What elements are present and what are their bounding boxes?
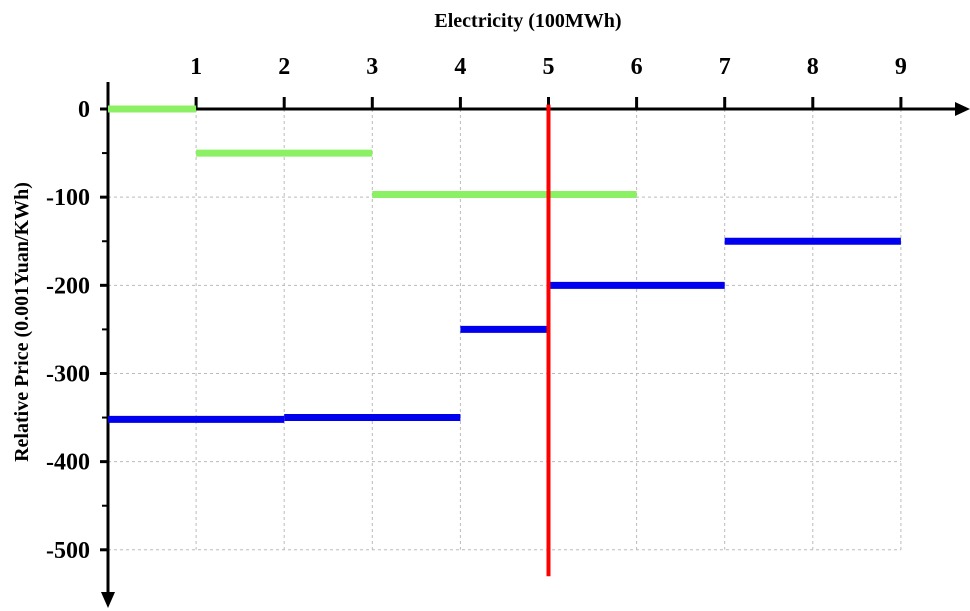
x-tick-label-5: 5 xyxy=(543,54,555,80)
x-tick-label-9: 9 xyxy=(895,54,907,80)
x-tick-label-2: 2 xyxy=(278,54,290,80)
x-tick-label-7: 7 xyxy=(719,54,731,80)
y-tick-label--500: -500 xyxy=(46,538,90,564)
y-tick-label--100: -100 xyxy=(46,185,90,211)
grid xyxy=(108,109,902,551)
y-axis-arrow-icon xyxy=(101,592,115,608)
y-tick-label--400: -400 xyxy=(46,450,90,476)
y-tick-label--200: -200 xyxy=(46,273,90,299)
y-tick-label--300: -300 xyxy=(46,361,90,387)
tick-labels: 1 2 3 4 5 6 7 8 9 0 -100 -200 -300 -400 -500 xyxy=(46,54,907,564)
y-tick-label-0: 0 xyxy=(78,97,90,123)
x-tick-label-3: 3 xyxy=(366,54,378,80)
y-axis-title: Relative Price (0.001Yuan/KWh) xyxy=(11,182,33,462)
x-axis-arrow-icon xyxy=(955,102,970,116)
x-axis-title: Electricity (100MWh) xyxy=(434,10,621,32)
x-tick-label-8: 8 xyxy=(807,54,819,80)
x-tick-label-1: 1 xyxy=(190,54,202,80)
axes xyxy=(100,82,970,608)
x-tick-label-6: 6 xyxy=(631,54,643,80)
series xyxy=(108,105,901,423)
x-tick-label-4: 4 xyxy=(454,54,466,80)
